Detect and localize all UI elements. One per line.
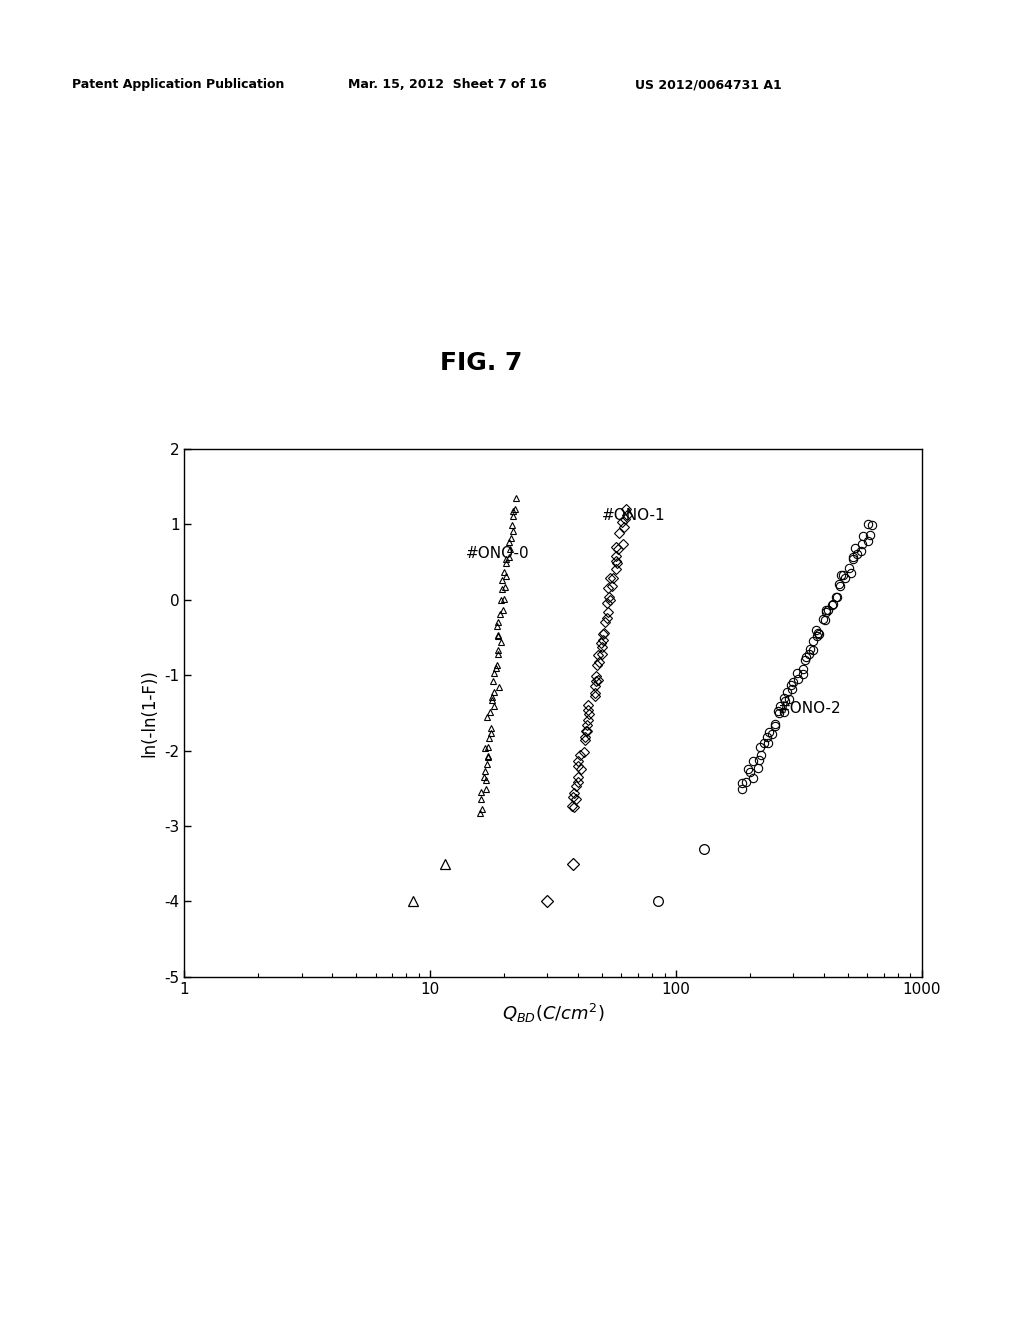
Y-axis label: ln(-ln(1-F)): ln(-ln(1-F)) — [140, 669, 159, 756]
Text: #ONO-1: #ONO-1 — [602, 508, 666, 524]
Text: US 2012/0064731 A1: US 2012/0064731 A1 — [635, 78, 781, 91]
X-axis label: $Q_{BD}(C/cm^2)$: $Q_{BD}(C/cm^2)$ — [502, 1002, 604, 1026]
Text: #ONO-0: #ONO-0 — [466, 546, 529, 561]
Text: #ONO-2: #ONO-2 — [778, 701, 842, 715]
Text: FIG. 7: FIG. 7 — [440, 351, 522, 375]
Text: Mar. 15, 2012  Sheet 7 of 16: Mar. 15, 2012 Sheet 7 of 16 — [348, 78, 547, 91]
Text: Patent Application Publication: Patent Application Publication — [72, 78, 284, 91]
